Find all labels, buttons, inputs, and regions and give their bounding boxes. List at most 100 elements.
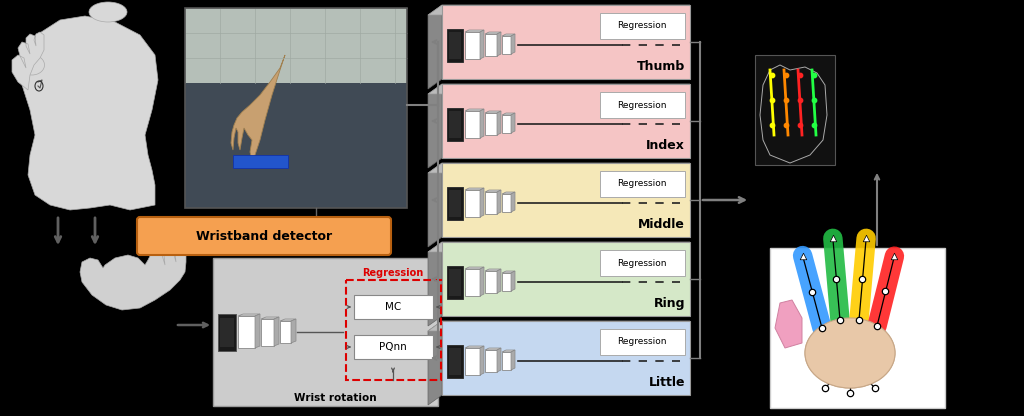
Polygon shape: [497, 348, 501, 372]
Bar: [442, 242, 690, 316]
Text: Regression: Regression: [617, 22, 667, 30]
Polygon shape: [502, 113, 515, 115]
Polygon shape: [261, 317, 279, 319]
Bar: [354, 295, 433, 319]
Point: [877, 288, 893, 295]
Polygon shape: [428, 242, 690, 252]
Point: [831, 317, 848, 323]
Bar: [449, 190, 461, 217]
Bar: [233, 155, 288, 168]
Point: [817, 385, 834, 391]
Polygon shape: [480, 267, 484, 296]
Ellipse shape: [805, 318, 895, 388]
Bar: [213, 258, 438, 406]
Polygon shape: [497, 190, 501, 214]
Text: Regression: Regression: [617, 101, 667, 109]
Text: MC: MC: [385, 302, 401, 312]
Point: [764, 72, 780, 78]
Polygon shape: [428, 84, 442, 168]
Polygon shape: [480, 188, 484, 217]
Bar: [485, 34, 497, 56]
Point: [778, 72, 795, 78]
Polygon shape: [485, 348, 501, 350]
Bar: [442, 321, 690, 395]
Bar: [600, 329, 685, 355]
Text: Wristband detector: Wristband detector: [196, 230, 332, 243]
Polygon shape: [291, 319, 296, 343]
Polygon shape: [480, 109, 484, 138]
Ellipse shape: [805, 318, 895, 388]
Bar: [449, 269, 461, 296]
Point: [868, 323, 885, 329]
Bar: [600, 171, 685, 197]
Bar: [449, 32, 461, 59]
Point: [851, 317, 867, 323]
Bar: [449, 348, 461, 375]
Text: Regression: Regression: [617, 179, 667, 188]
Bar: [220, 318, 234, 347]
Polygon shape: [480, 346, 484, 375]
Polygon shape: [497, 269, 501, 293]
Bar: [185, 8, 407, 83]
Bar: [447, 266, 463, 299]
Point: [851, 317, 867, 323]
Point: [814, 324, 830, 331]
Polygon shape: [428, 163, 690, 173]
Polygon shape: [428, 5, 442, 89]
Point: [764, 97, 780, 103]
Bar: [485, 192, 497, 214]
Point: [804, 289, 820, 295]
Bar: [600, 250, 685, 276]
Point: [866, 385, 883, 391]
Text: Little: Little: [648, 376, 685, 389]
Polygon shape: [511, 34, 515, 54]
Point: [795, 252, 811, 259]
Polygon shape: [428, 321, 690, 331]
Bar: [502, 36, 511, 54]
Polygon shape: [274, 317, 279, 346]
Point: [806, 97, 822, 103]
Point: [817, 385, 834, 391]
Point: [824, 235, 841, 242]
Point: [868, 323, 885, 329]
Bar: [465, 190, 480, 217]
Text: PQnn: PQnn: [379, 342, 407, 352]
Text: Regression: Regression: [617, 258, 667, 267]
Point: [814, 324, 830, 331]
Bar: [442, 84, 690, 158]
Polygon shape: [511, 350, 515, 370]
Bar: [600, 13, 685, 39]
Point: [792, 121, 808, 128]
Point: [806, 72, 822, 78]
Point: [827, 276, 844, 282]
Polygon shape: [465, 109, 484, 111]
Polygon shape: [485, 32, 501, 34]
Bar: [502, 194, 511, 212]
Polygon shape: [511, 271, 515, 291]
Polygon shape: [465, 30, 484, 32]
Point: [792, 72, 808, 78]
Polygon shape: [775, 300, 802, 348]
Polygon shape: [231, 55, 285, 160]
Text: Index: Index: [646, 139, 685, 152]
Bar: [465, 348, 480, 375]
Bar: [449, 111, 461, 138]
Polygon shape: [497, 32, 501, 56]
Bar: [485, 350, 497, 372]
Text: Wrist rotation: Wrist rotation: [294, 393, 376, 403]
Polygon shape: [428, 84, 690, 94]
Ellipse shape: [89, 2, 127, 22]
Point: [854, 276, 870, 282]
Point: [866, 385, 883, 391]
Point: [877, 288, 893, 295]
Polygon shape: [502, 271, 515, 273]
Bar: [238, 316, 255, 348]
Polygon shape: [22, 16, 158, 210]
Bar: [465, 111, 480, 138]
Point: [778, 97, 795, 103]
Bar: [755, 55, 835, 165]
Text: Regression: Regression: [617, 337, 667, 347]
Point: [831, 317, 848, 323]
Bar: [261, 319, 274, 346]
Bar: [502, 115, 511, 133]
